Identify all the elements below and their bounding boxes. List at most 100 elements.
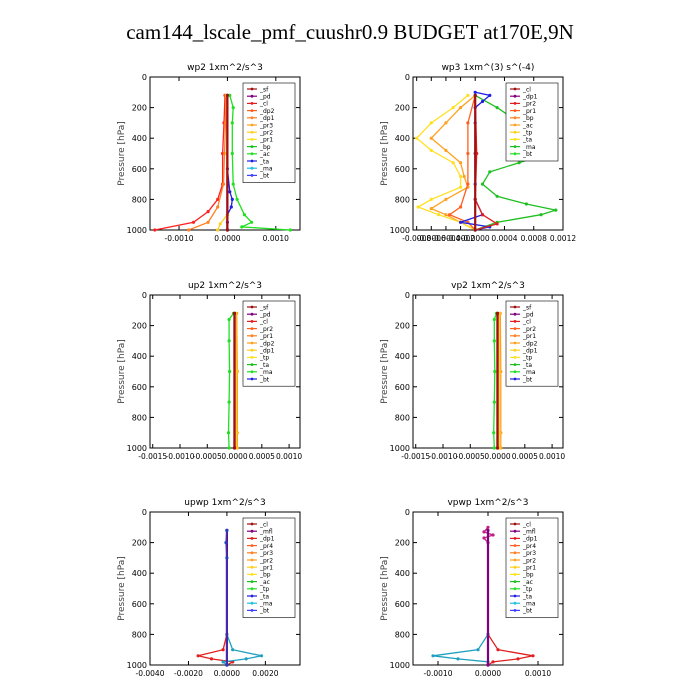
- legend-marker: [250, 102, 254, 105]
- legend: _cl_mfl_dp1_pr4_pr3_pr2_pr1_bp_ac_tp_ta_…: [505, 517, 559, 618]
- legend: _sf_pd_cl_dp2_dp1_pr3_pr2_pr1_bp_ac_ta_m…: [242, 82, 296, 183]
- legend-entry: _pr3: [259, 550, 273, 557]
- legend-entry: _cl: [259, 319, 268, 326]
- data-point: [228, 190, 232, 194]
- legend-entry: _bt: [522, 151, 533, 158]
- legend-marker: [513, 363, 517, 366]
- data-point: [459, 161, 463, 165]
- y-tick-label: 0: [142, 73, 147, 82]
- data-point: [225, 93, 229, 97]
- panel-up2: up2 1xm^2/s^302004006008001000-0.0015-0.…: [117, 281, 302, 461]
- legend-entry: _bp: [522, 115, 534, 122]
- y-tick-label: 200: [132, 539, 147, 548]
- data-point: [459, 205, 463, 209]
- x-tick-label: -0.0005: [193, 452, 222, 461]
- data-point: [473, 93, 477, 97]
- figure-title: cam144_lscale_pmf_cuushr0.9 BUDGET at170…: [126, 20, 574, 44]
- panel-title: up2 1xm^2/s^3: [188, 281, 262, 291]
- legend-marker: [513, 87, 517, 91]
- data-point: [187, 228, 191, 232]
- y-tick-label: 800: [395, 195, 410, 204]
- legend-entry: _dp1: [522, 94, 538, 101]
- legend-entry: _pr1: [522, 565, 536, 572]
- legend-marker: [513, 348, 517, 352]
- x-tick-label: 0.0012: [550, 234, 576, 243]
- legend-entry: _pd: [522, 312, 534, 319]
- data-point: [493, 369, 497, 374]
- legend-entry: _bt: [259, 376, 270, 383]
- data-point: [221, 660, 225, 664]
- legend-marker: [513, 116, 517, 120]
- legend-entry: _ta: [522, 593, 532, 600]
- data-point: [415, 136, 419, 140]
- data-point: [517, 161, 521, 165]
- y-tick-label: 200: [132, 104, 147, 113]
- plot-frame: [149, 76, 301, 231]
- legend-marker: [513, 102, 517, 105]
- legend-marker: [513, 130, 517, 134]
- y-axis-label: Pressure [hPa]: [380, 339, 390, 404]
- data-point: [495, 446, 500, 450]
- data-point: [235, 197, 239, 201]
- legend-marker: [513, 370, 517, 374]
- data-point: [459, 174, 463, 179]
- legend-entry: _ac: [259, 579, 270, 586]
- legend-entry: _pr1: [522, 333, 536, 340]
- legend-marker: [250, 558, 254, 562]
- data-point: [209, 657, 214, 661]
- data-point: [259, 654, 264, 658]
- legend-marker: [250, 152, 254, 156]
- legend-entry: _pr1: [522, 108, 536, 115]
- data-point: [288, 228, 292, 232]
- data-point: [216, 197, 220, 201]
- legend-marker: [250, 116, 254, 120]
- panel-title: vp2 1xm^2/s^3: [451, 281, 525, 291]
- legend-marker: [250, 334, 254, 338]
- y-tick-label: 400: [132, 569, 147, 578]
- data-point: [431, 654, 435, 658]
- panel-title: wp2 1xm^2/s^3: [187, 63, 263, 73]
- data-point: [240, 225, 244, 229]
- legend-marker: [250, 529, 254, 533]
- legend-marker: [250, 145, 254, 148]
- panel-wp3: wp3 1xm^(3) s^(-4)02004006008001000-0.00…: [380, 63, 576, 243]
- legend-entry: _ma: [259, 369, 273, 376]
- x-tick-label: -0.0040: [136, 669, 165, 678]
- data-point: [496, 648, 500, 652]
- data-point: [554, 208, 558, 212]
- legend-marker: [513, 537, 517, 540]
- legend-entry: _dp2: [259, 108, 275, 115]
- y-axis-label: Pressure [hPa]: [117, 556, 127, 621]
- data-point: [462, 174, 466, 179]
- data-point: [429, 207, 433, 211]
- series-line-pr1: [234, 313, 237, 448]
- data-point: [492, 400, 496, 404]
- series-line-dp1: [487, 634, 534, 666]
- data-point: [451, 106, 455, 110]
- data-point: [221, 648, 225, 652]
- legend-marker: [250, 138, 254, 141]
- data-point: [242, 213, 246, 217]
- data-point: [225, 556, 229, 560]
- legend-marker: [250, 341, 254, 345]
- data-point: [459, 185, 463, 189]
- data-point: [476, 648, 480, 652]
- legend-entry: _mfl: [522, 529, 536, 536]
- y-tick-label: 600: [132, 383, 147, 392]
- legend-marker: [250, 565, 254, 569]
- series-line-pr2: [499, 313, 502, 448]
- y-tick-label: 0: [405, 73, 410, 82]
- data-point: [486, 528, 490, 532]
- data-point: [216, 205, 220, 209]
- legend-entry: _cl: [259, 101, 268, 108]
- data-point: [480, 213, 485, 217]
- x-tick-label: 0.0010: [525, 669, 551, 678]
- series-line-dp2: [493, 313, 498, 449]
- y-tick-label: 600: [132, 165, 147, 174]
- data-point: [495, 194, 499, 198]
- data-point: [480, 99, 485, 104]
- x-tick-label: 0.0010: [263, 234, 289, 243]
- legend-marker: [513, 123, 517, 127]
- series-line-cl: [154, 95, 226, 231]
- legend-entry: _dp1: [259, 536, 275, 543]
